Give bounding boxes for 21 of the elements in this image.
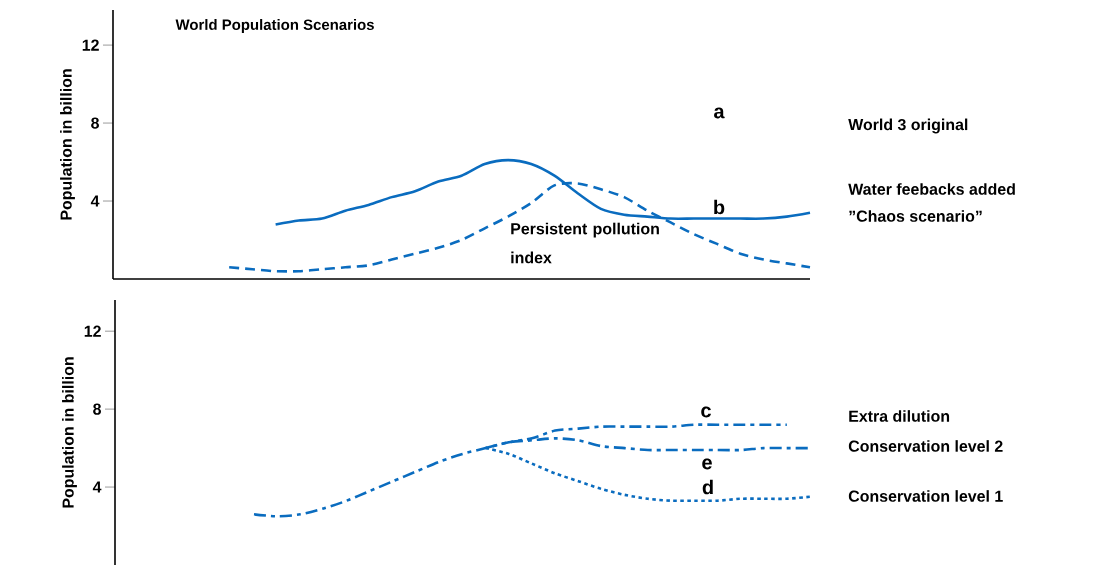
- text: World 3 original: [848, 118, 968, 134]
- annotation: b: [714, 199, 725, 215]
- text: Water feebacks added: [848, 183, 1015, 195]
- text: Conservation level 1: [848, 490, 1003, 502]
- y-axis-title: Population in billion: [62, 357, 77, 508]
- y-tick-label: 8: [91, 117, 99, 129]
- annotation: Persistent pollution index: [511, 222, 659, 264]
- text: Conservation level 2: [848, 440, 1003, 452]
- text: World Population Scenarios: [175, 19, 374, 33]
- annotation: a: [714, 107, 725, 119]
- y-tick-label: 8: [93, 403, 101, 415]
- y-tick-label: 12: [82, 39, 99, 51]
- y-tick-label: 4: [90, 195, 100, 207]
- annotation: c: [701, 406, 711, 418]
- text: Extra dilution: [849, 410, 950, 422]
- y-tick-label: 4: [92, 481, 102, 493]
- text: ”Chaos scenario”: [849, 210, 982, 222]
- y-tick-label: 12: [84, 325, 101, 337]
- annotation: d: [702, 479, 713, 495]
- annotation: e: [702, 458, 712, 470]
- y-axis-title: Population in billion: [60, 69, 75, 220]
